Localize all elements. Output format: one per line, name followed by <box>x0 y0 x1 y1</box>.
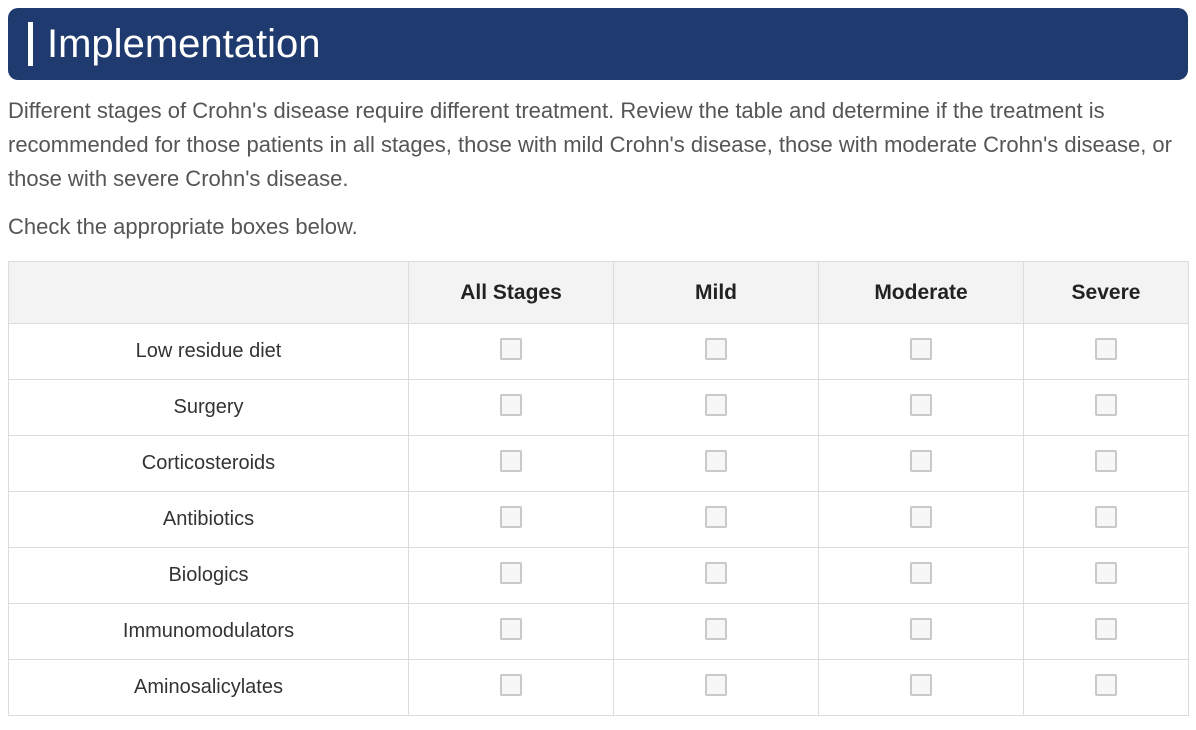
table-row: Immunomodulators <box>9 604 1189 660</box>
table-row: Low residue diet <box>9 324 1189 380</box>
checkbox[interactable] <box>910 338 932 360</box>
row-label: Corticosteroids <box>9 436 409 492</box>
checkbox[interactable] <box>1095 338 1117 360</box>
checkbox[interactable] <box>910 674 932 696</box>
table-row: Aminosalicylates <box>9 660 1189 716</box>
checkbox[interactable] <box>1095 618 1117 640</box>
checkbox[interactable] <box>705 338 727 360</box>
checkbox[interactable] <box>910 394 932 416</box>
checkbox[interactable] <box>910 562 932 584</box>
checkbox[interactable] <box>705 562 727 584</box>
checkbox[interactable] <box>1095 562 1117 584</box>
col-header-blank <box>9 262 409 324</box>
col-header-moderate: Moderate <box>819 262 1024 324</box>
col-header-all-stages: All Stages <box>409 262 614 324</box>
checkbox[interactable] <box>705 506 727 528</box>
row-label: Surgery <box>9 380 409 436</box>
checkbox[interactable] <box>500 618 522 640</box>
row-label: Biologics <box>9 548 409 604</box>
instruction-text: Check the appropriate boxes below. <box>8 210 1188 243</box>
checkbox[interactable] <box>1095 674 1117 696</box>
checkbox[interactable] <box>500 394 522 416</box>
checkbox[interactable] <box>910 618 932 640</box>
row-label: Low residue diet <box>9 324 409 380</box>
checkbox[interactable] <box>500 338 522 360</box>
col-header-severe: Severe <box>1024 262 1189 324</box>
checkbox[interactable] <box>500 562 522 584</box>
checkbox[interactable] <box>705 450 727 472</box>
table-row: Corticosteroids <box>9 436 1189 492</box>
table-row: Surgery <box>9 380 1189 436</box>
section-header: Implementation <box>8 8 1188 80</box>
checkbox[interactable] <box>910 506 932 528</box>
checkbox[interactable] <box>910 450 932 472</box>
table-row: Biologics <box>9 548 1189 604</box>
row-label: Aminosalicylates <box>9 660 409 716</box>
table-body: Low residue diet Surgery Corticosteroids… <box>9 324 1189 716</box>
checkbox[interactable] <box>1095 506 1117 528</box>
col-header-mild: Mild <box>614 262 819 324</box>
section-title: Implementation <box>28 22 1168 66</box>
checkbox[interactable] <box>500 674 522 696</box>
checkbox[interactable] <box>500 450 522 472</box>
checkbox[interactable] <box>1095 394 1117 416</box>
checkbox[interactable] <box>705 674 727 696</box>
treatment-table: All Stages Mild Moderate Severe Low resi… <box>8 261 1189 716</box>
row-label: Immunomodulators <box>9 604 409 660</box>
checkbox[interactable] <box>705 394 727 416</box>
checkbox[interactable] <box>705 618 727 640</box>
checkbox[interactable] <box>1095 450 1117 472</box>
intro-text: Different stages of Crohn's disease requ… <box>8 94 1188 196</box>
checkbox[interactable] <box>500 506 522 528</box>
table-row: Antibiotics <box>9 492 1189 548</box>
row-label: Antibiotics <box>9 492 409 548</box>
